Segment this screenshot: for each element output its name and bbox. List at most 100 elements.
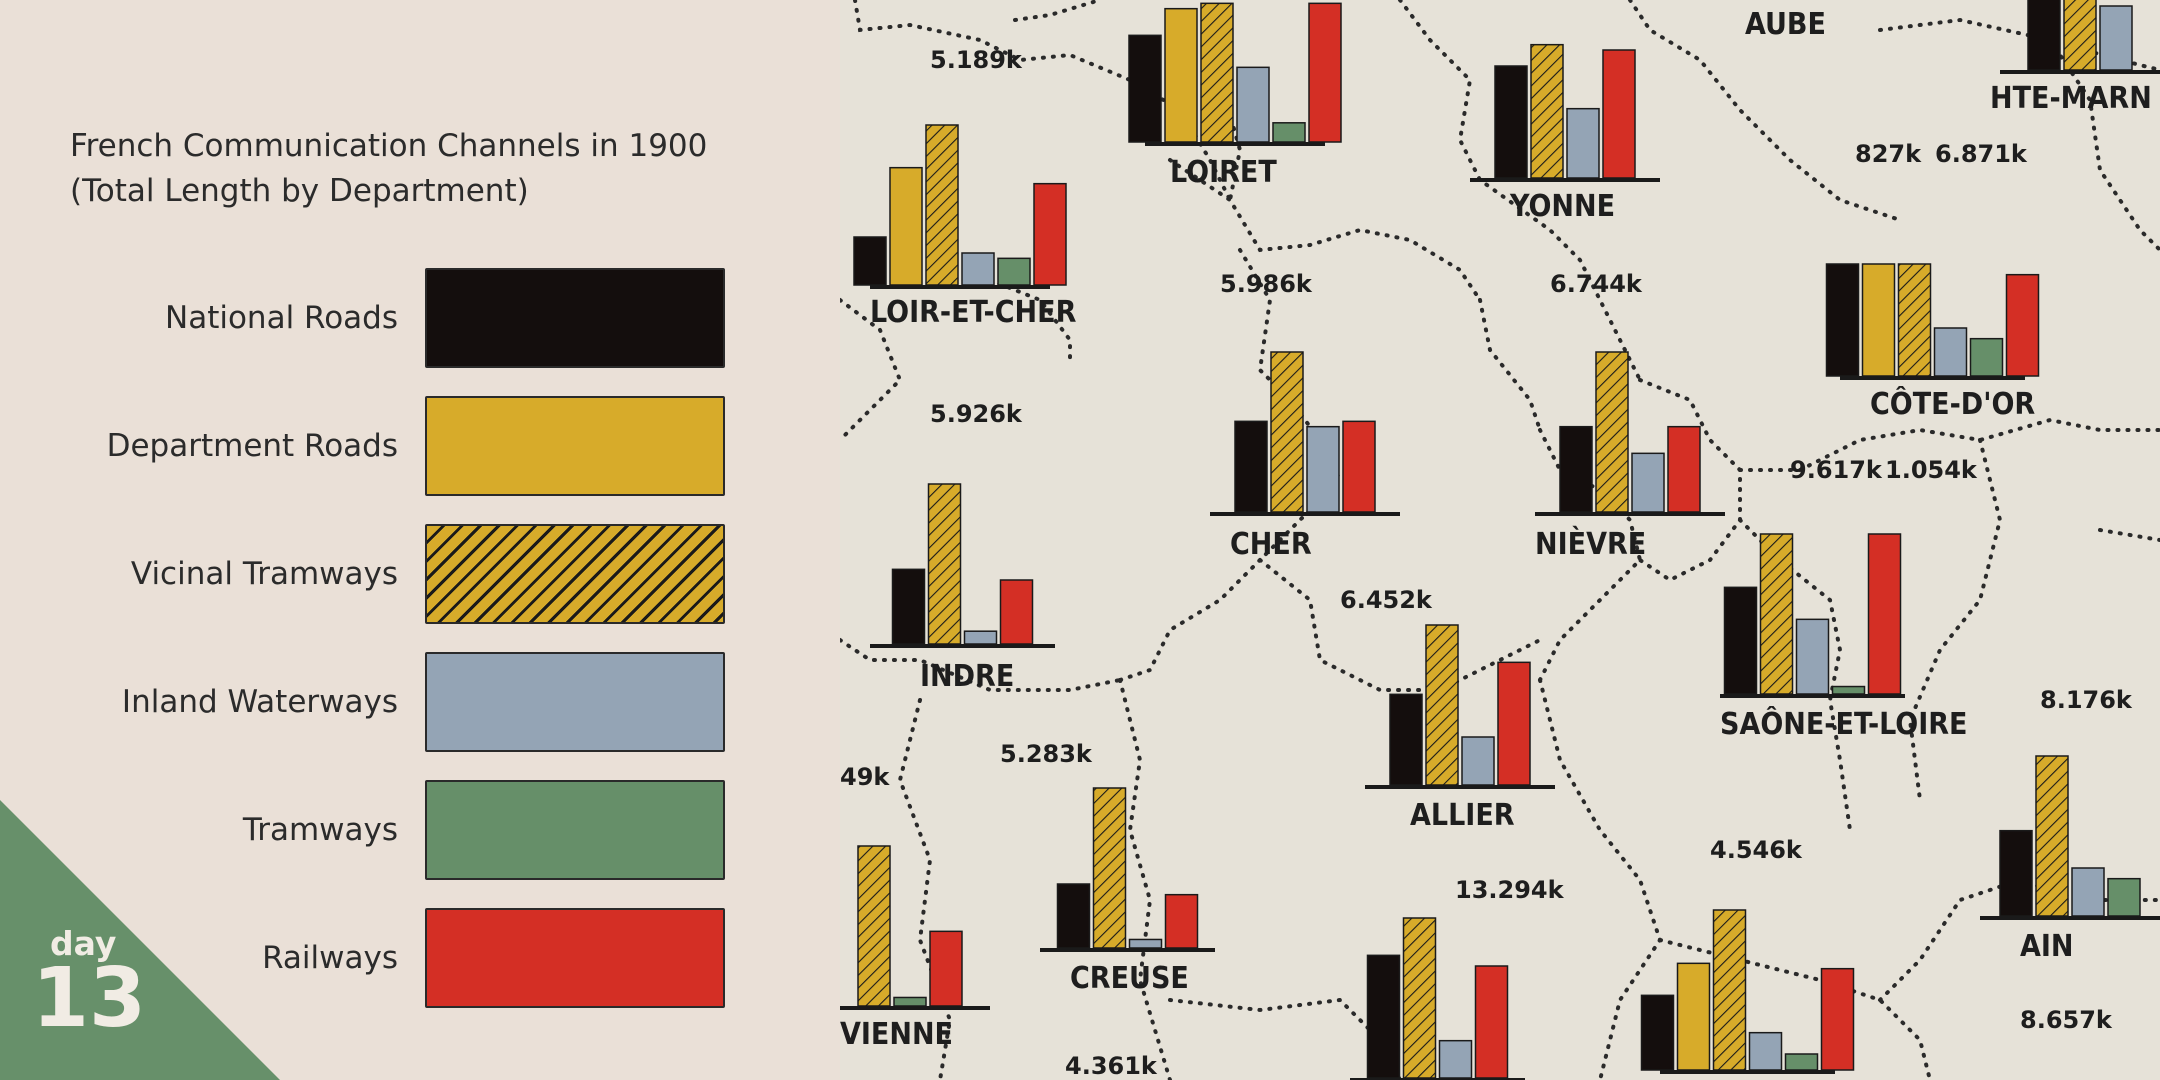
bar-loir-et-cher-railways [1033, 182, 1067, 286]
bar-ain-vicinal [2035, 755, 2069, 917]
bar-indre-vicinal [927, 483, 962, 645]
map-chart-aube: AUBE [1745, 7, 1826, 42]
bar-loiret-waterways [1236, 66, 1270, 143]
historical-map: LOIR-ET-CHER 5.189k LOIRET YONNE AUBE HTE-MAR… [840, 0, 2160, 1080]
bar-creuse-railways [1164, 893, 1199, 949]
department-name-ain: AIN [2020, 929, 2074, 964]
bar-yonne-railways [1602, 49, 1636, 179]
bar-ain-national [1999, 829, 2033, 917]
department-name-c-te-d-or: CÔTE-D'OR [1870, 385, 2035, 422]
bar-ain-tramways [2107, 877, 2141, 917]
bar-vienne-railways [929, 930, 963, 1007]
bar-loir-et-cher-national [853, 236, 887, 286]
bar-loiret-national [1128, 34, 1162, 143]
bar-sa-ne-et-loire-railways [1867, 533, 1902, 695]
map-chart-vienne: VIENNE 49k [840, 763, 990, 1052]
overflow-label-dept-16: 4.361k [1065, 1052, 1158, 1080]
legend-swatch-department-roads [425, 396, 725, 496]
legend-item-department-roads: Department Roads [0, 396, 740, 496]
map-chart-cher: CHER 5.986k [1210, 270, 1400, 562]
bar-dept-15-vicinal [1712, 909, 1747, 1071]
map-chart-ain: AIN 8.176k [1980, 686, 2160, 964]
bar-c-te-d-or-railways [2005, 273, 2040, 377]
bar-ni-vre-railways [1667, 425, 1701, 513]
bar-hte-marn-national [2027, 0, 2061, 71]
department-name-indre: INDRE [920, 659, 1014, 694]
legend-swatch-national-roads [425, 268, 725, 368]
department-name-aube: AUBE [1745, 7, 1826, 42]
bar-ain-waterways [2071, 867, 2105, 917]
bar-yonne-vicinal [1530, 43, 1564, 179]
map-chart-dept-16: 4.361k [1065, 1052, 1158, 1080]
bar-ni-vre-waterways [1631, 452, 1665, 513]
bar-c-te-d-or-national [1825, 263, 1860, 377]
bar-sa-ne-et-loire-waterways [1795, 618, 1830, 695]
overflow-label-cher: 5.986k [1220, 270, 1313, 298]
overflow-label-dept-15: 4.546k [1710, 836, 1803, 864]
overflow-label-ain: 8.176k [2040, 686, 2133, 714]
day-badge-word: day [50, 924, 117, 963]
map-chart-dept-14: 13.294k [1350, 876, 1565, 1080]
department-name-ni-vre: NIÈVRE [1535, 526, 1646, 562]
bar-indre-national [891, 568, 926, 645]
legend-label-inland-waterways: Inland Waterways [121, 684, 398, 720]
bar-c-te-d-or-vicinal [1897, 263, 1932, 377]
legend-item-vicinal-tramways: Vicinal Tramways [0, 524, 740, 624]
bar-dept-14-national [1366, 954, 1401, 1079]
day-badge: day 13 [0, 800, 280, 1080]
department-name-loir-et-cher: LOIR-ET-CHER [870, 295, 1077, 330]
bar-cher-national [1234, 420, 1268, 513]
overflow-label-loir-et-cher: 5.189k [930, 46, 1023, 74]
bar-sa-ne-et-loire-tramways [1831, 685, 1866, 695]
bar-c-te-d-or-tramways [1969, 337, 2004, 377]
bar-dept-15-waterways [1748, 1031, 1783, 1071]
bar-loiret-vicinal [1200, 2, 1234, 143]
chart-title: French Communication Channels in 1900 (T… [70, 124, 810, 214]
overflow-label-allier: 6.452k [1340, 586, 1433, 614]
department-name-creuse: CREUSE [1070, 961, 1189, 996]
bar-dept-15-tramways [1784, 1053, 1819, 1071]
legend-item-tramways: Tramways [0, 780, 740, 880]
bar-loiret-department [1164, 7, 1198, 143]
bar-vienne-vicinal [857, 845, 891, 1007]
overflow-label-vienne: 49k [840, 763, 890, 791]
bar-sa-ne-et-loire-vicinal [1759, 533, 1794, 695]
department-name-loiret: LOIRET [1170, 155, 1277, 190]
bar-cher-vicinal [1270, 351, 1304, 513]
chart-title-line-2: (Total Length by Department) [70, 173, 529, 209]
bar-cher-railways [1342, 420, 1376, 513]
department-name-yonne: YONNE [1509, 189, 1615, 224]
legend-item-national-roads: National Roads [0, 268, 740, 368]
overflow-label-ni-vre: 6.744k [1550, 270, 1643, 298]
overflow-label-dept-14: 13.294k [1455, 876, 1565, 904]
bar-yonne-waterways [1566, 107, 1600, 179]
bar-dept-14-railways [1474, 965, 1509, 1079]
map-chart-yonne: YONNE [1470, 43, 1660, 224]
map-chart-sa-ne-et-loire: SAÔNE-ET-LOIRE 9.617k 1.054k [1720, 456, 1978, 742]
bar-allier-vicinal [1425, 624, 1459, 786]
overflow-label-2-sa-ne-et-loire: 1.054k [1885, 456, 1978, 484]
bar-yonne-national [1494, 65, 1528, 179]
bar-hte-marn-vicinal [2063, 0, 2097, 71]
bar-loir-et-cher-vicinal [925, 124, 959, 286]
legend-label-vicinal-tramways: Vicinal Tramways [130, 556, 398, 592]
map-chart-creuse: CREUSE 5.283k [1000, 740, 1215, 996]
legend-item-railways: Railways [0, 908, 740, 1008]
map-chart-indre: INDRE 5.926k [870, 400, 1055, 694]
bar-c-te-d-or-waterways [1933, 327, 1968, 377]
bar-loiret-tramways [1272, 122, 1306, 143]
department-name-cher: CHER [1230, 527, 1312, 562]
bar-allier-railways [1497, 661, 1531, 786]
department-name-sa-ne-et-loire: SAÔNE-ET-LOIRE [1720, 705, 1968, 742]
bar-dept-14-vicinal [1402, 917, 1437, 1079]
bar-allier-waterways [1461, 736, 1495, 786]
legend-swatch-railways [425, 908, 725, 1008]
map-chart-c-te-d-or: CÔTE-D'OR 827k 6.871k [1825, 140, 2040, 422]
bar-allier-national [1389, 693, 1423, 786]
chart-title-line-1: French Communication Channels in 1900 [70, 128, 708, 164]
map-chart-hte-marn: HTE-MARN [1990, 0, 2160, 116]
department-name-hte-marn: HTE-MARN [1990, 81, 2152, 116]
legend-label-tramways: Tramways [242, 812, 398, 848]
bar-loir-et-cher-department [889, 166, 923, 286]
bar-vienne-tramways [893, 996, 927, 1007]
